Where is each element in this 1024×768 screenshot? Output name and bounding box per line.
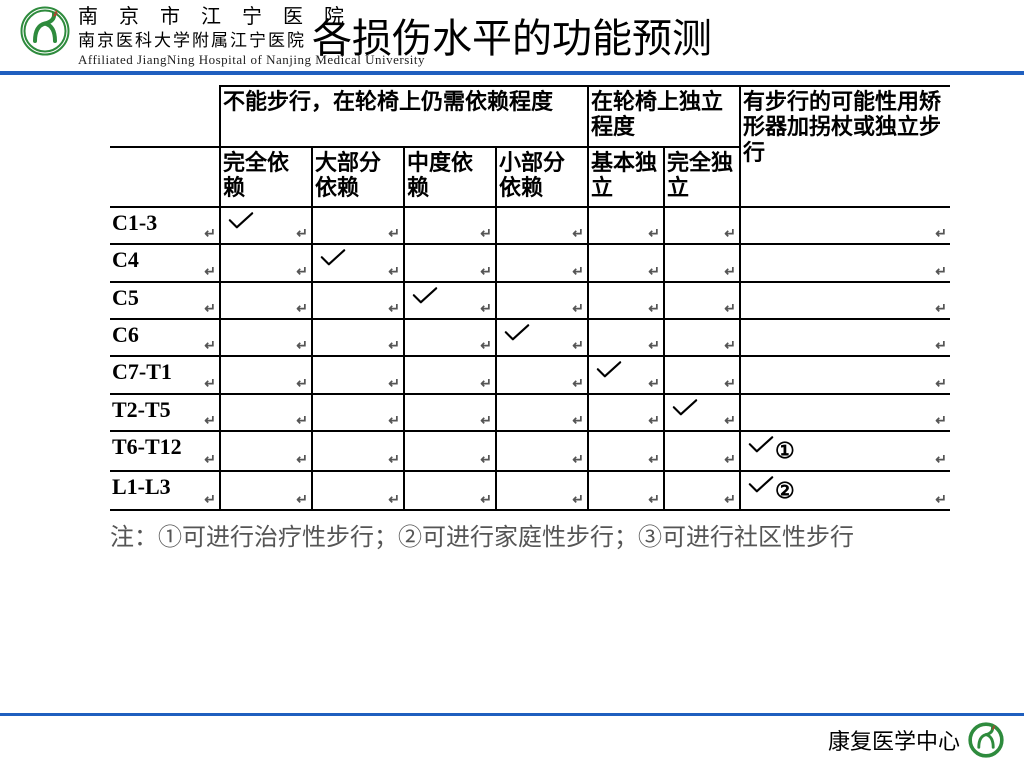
table-cell: ↵ [312, 319, 404, 356]
table-cell: ↵ [496, 244, 588, 281]
row-label: C5↵ [110, 282, 220, 319]
table-cell: ↵ [740, 319, 950, 356]
table-footnote: 注：①可进行治疗性步行；②可进行家庭性步行；③可进行社区性步行 [110, 517, 964, 552]
table-cell: ↵ [496, 319, 588, 356]
row-label: L1-L3↵ [110, 471, 220, 511]
table-row: C5↵↵↵↵↵↵↵↵ [110, 282, 950, 319]
table-cell: ↵ [404, 394, 496, 431]
table-cell: ↵ [404, 282, 496, 319]
content-area: 不能步行，在轮椅上仍需依赖程度 在轮椅上独立程度 有步行的可能性用矫形器加拐杖或… [0, 75, 1024, 552]
table-cell: ↵ [220, 319, 312, 356]
table-cell: ↵ [664, 431, 740, 471]
sub-header: 大部分依赖 [312, 147, 404, 208]
table-row: C1-3↵↵↵↵↵↵↵↵ [110, 207, 950, 244]
prediction-table: 不能步行，在轮椅上仍需依赖程度 在轮椅上独立程度 有步行的可能性用矫形器加拐杖或… [110, 85, 950, 511]
table-cell: ↵ [220, 282, 312, 319]
sub-header: 基本独立 [588, 147, 664, 208]
table-row: C6↵↵↵↵↵↵↵↵ [110, 319, 950, 356]
sub-header: 中度依赖 [404, 147, 496, 208]
sub-header: 完全依赖 [220, 147, 312, 208]
table-cell: ↵ [312, 431, 404, 471]
group-header-1: 不能步行，在轮椅上仍需依赖程度 [220, 86, 588, 147]
table-cell: ↵ [588, 207, 664, 244]
group-header-2: 在轮椅上独立程度 [588, 86, 740, 147]
table-cell: ②↵ [740, 471, 950, 511]
row-label: C1-3↵ [110, 207, 220, 244]
table-cell: ↵ [220, 394, 312, 431]
hospital-logo-icon [20, 6, 70, 56]
table-cell: ↵ [220, 244, 312, 281]
header-blank [110, 86, 220, 147]
table-cell: ↵ [312, 471, 404, 511]
table-cell: ↵ [740, 207, 950, 244]
table-cell: ↵ [496, 431, 588, 471]
row-label: C4↵ [110, 244, 220, 281]
table-cell: ↵ [588, 471, 664, 511]
footer-text: 康复医学中心 [828, 724, 960, 756]
table-cell: ↵ [496, 356, 588, 393]
table-cell: ↵ [312, 356, 404, 393]
table-cell: ↵ [740, 356, 950, 393]
table-cell: ↵ [496, 207, 588, 244]
table-cell: ↵ [220, 207, 312, 244]
table-cell: ↵ [496, 471, 588, 511]
footer-rule [0, 713, 1024, 716]
table-cell: ↵ [740, 394, 950, 431]
table-cell: ↵ [664, 356, 740, 393]
table-cell: ↵ [312, 244, 404, 281]
table-cell: ↵ [740, 244, 950, 281]
table-cell: ↵ [496, 394, 588, 431]
slide-header: 南 京 市 江 宁 医 院 南京医科大学附属江宁医院 Affiliated Ji… [0, 0, 1024, 69]
table-cell: ↵ [220, 431, 312, 471]
table-cell: ↵ [740, 282, 950, 319]
table-cell: ↵ [404, 356, 496, 393]
row-label: C6↵ [110, 319, 220, 356]
table-cell: ↵ [312, 282, 404, 319]
table-cell: ↵ [404, 471, 496, 511]
group-header-3: 有步行的可能性用矫形器加拐杖或独立步行 [740, 86, 950, 207]
sub-header: 完全独立 [664, 147, 740, 208]
table-row: C4↵↵↵↵↵↵↵↵ [110, 244, 950, 281]
table-cell: ↵ [220, 471, 312, 511]
table-cell: ↵ [588, 431, 664, 471]
table-cell: ↵ [664, 207, 740, 244]
table-cell: ↵ [664, 471, 740, 511]
table-cell: ①↵ [740, 431, 950, 471]
table-cell: ↵ [664, 282, 740, 319]
row-label: T2-T5↵ [110, 394, 220, 431]
slide-footer: 康复医学中心 [0, 713, 1024, 758]
table-row: C7-T1↵↵↵↵↵↵↵↵ [110, 356, 950, 393]
table-cell: ↵ [588, 319, 664, 356]
table-cell: ↵ [664, 394, 740, 431]
header-blank2 [110, 147, 220, 208]
table-row: T2-T5↵↵↵↵↵↵↵↵ [110, 394, 950, 431]
hospital-logo-small-icon [968, 722, 1004, 758]
table-header-row-1: 不能步行，在轮椅上仍需依赖程度 在轮椅上独立程度 有步行的可能性用矫形器加拐杖或… [110, 86, 950, 147]
table-cell: ↵ [404, 244, 496, 281]
row-label: C7-T1↵ [110, 356, 220, 393]
table-cell: ↵ [404, 207, 496, 244]
table-cell: ↵ [220, 356, 312, 393]
table-cell: ↵ [664, 319, 740, 356]
table-cell: ↵ [588, 356, 664, 393]
row-label: T6-T12↵ [110, 431, 220, 471]
table-cell: ↵ [404, 319, 496, 356]
table-row: T6-T12↵↵↵↵↵↵↵①↵ [110, 431, 950, 471]
table-cell: ↵ [404, 431, 496, 471]
slide-title: 各损伤水平的功能预测 [312, 6, 712, 64]
table-row: L1-L3↵↵↵↵↵↵↵②↵ [110, 471, 950, 511]
table-cell: ↵ [312, 394, 404, 431]
table-cell: ↵ [588, 282, 664, 319]
table-cell: ↵ [588, 244, 664, 281]
table-cell: ↵ [496, 282, 588, 319]
sub-header: 小部分依赖 [496, 147, 588, 208]
table-cell: ↵ [664, 244, 740, 281]
table-cell: ↵ [588, 394, 664, 431]
table-cell: ↵ [312, 207, 404, 244]
